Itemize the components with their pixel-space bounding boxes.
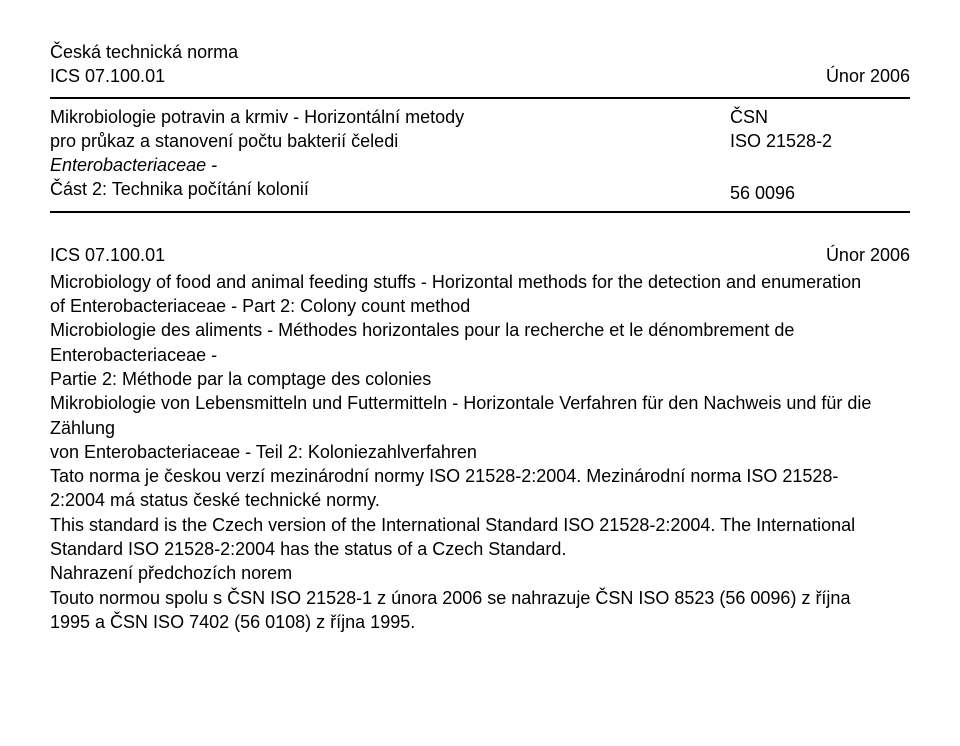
- standard-title-line3: Enterobacteriaceae -: [50, 153, 720, 177]
- fr-title-line3: Partie 2: Méthode par la comptage des co…: [50, 367, 910, 391]
- standard-iso: ISO 21528-2: [730, 129, 910, 153]
- ics-label: ICS 07.100.01: [50, 243, 165, 267]
- standard-code: 56 0096: [730, 181, 910, 205]
- fr-title-line1: Microbiologie des aliments - Méthodes ho…: [50, 318, 910, 342]
- standard-title-line1: Mikrobiologie potravin a krmiv - Horizon…: [50, 105, 720, 129]
- divider-bottom: [50, 211, 910, 213]
- en-title-line1: Microbiology of food and animal feeding …: [50, 270, 910, 294]
- standard-csn: ČSN: [730, 105, 910, 129]
- document-header: Česká technická norma ICS 07.100.01 Únor…: [50, 40, 910, 89]
- replacement-heading: Nahrazení předchozích norem: [50, 561, 910, 585]
- standard-title-block: Mikrobiologie potravin a krmiv - Horizon…: [50, 105, 910, 206]
- standard-title-line4: Část 2: Technika počítání kolonií: [50, 177, 720, 201]
- ics-date: Únor 2006: [826, 243, 910, 267]
- replacement-line2: 1995 a ČSN ISO 7402 (56 0108) z října 19…: [50, 610, 910, 634]
- fr-title-line2: Enterobacteriaceae -: [50, 343, 910, 367]
- body-text: Microbiology of food and animal feeding …: [50, 270, 910, 634]
- de-title-line1: Mikrobiologie von Lebensmitteln und Futt…: [50, 391, 910, 415]
- standard-title-line2: pro průkaz a stanovení počtu bakterií če…: [50, 129, 720, 153]
- ics-row: ICS 07.100.01 Únor 2006: [50, 243, 910, 267]
- divider-top: [50, 97, 910, 99]
- header-title-line1: Česká technická norma: [50, 40, 826, 64]
- header-ics-label: ICS 07.100.01: [50, 64, 826, 88]
- cz-note-line1: Tato norma je českou verzí mezinárodní n…: [50, 464, 910, 488]
- header-date: Únor 2006: [826, 66, 910, 86]
- en-note-line1: This standard is the Czech version of th…: [50, 513, 910, 537]
- en-note-line2: Standard ISO 21528-2:2004 has the status…: [50, 537, 910, 561]
- cz-note-line2: 2:2004 má status české technické normy.: [50, 488, 910, 512]
- de-title-line2: Zählung: [50, 416, 910, 440]
- de-title-line3: von Enterobacteriaceae - Teil 2: Kolonie…: [50, 440, 910, 464]
- en-title-line2: of Enterobacteriaceae - Part 2: Colony c…: [50, 294, 910, 318]
- replacement-line1: Touto normou spolu s ČSN ISO 21528-1 z ú…: [50, 586, 910, 610]
